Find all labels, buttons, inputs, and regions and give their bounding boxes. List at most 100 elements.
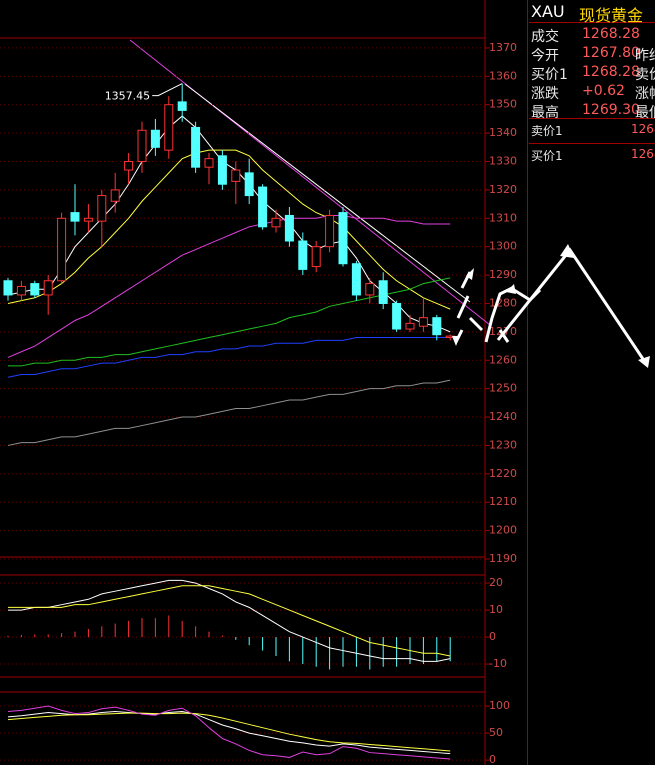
candle-body <box>70 212 80 222</box>
field-value: 1269.30 <box>582 102 640 118</box>
indicator-line <box>8 585 451 657</box>
book-label: 卖价1 <box>531 124 563 138</box>
candle-body <box>124 161 134 171</box>
y-tick-label: 1230 <box>489 438 517 451</box>
candle-body <box>432 317 442 336</box>
candle-body <box>164 104 174 151</box>
candle-body <box>217 155 227 185</box>
indicator-line <box>7 149 451 310</box>
y-tick-label: 1320 <box>489 183 517 196</box>
candle-body <box>244 172 254 197</box>
y-tick-label: -10 <box>489 657 507 670</box>
indicator-line <box>7 705 451 760</box>
y-tick-label: 20 <box>489 576 503 589</box>
candle-body <box>16 285 26 296</box>
candle-body <box>231 169 241 182</box>
candle-body <box>150 129 160 148</box>
indicator-line <box>7 337 451 378</box>
candle-body <box>110 189 120 202</box>
y-tick-label: 1310 <box>489 211 517 224</box>
symbol: XAU <box>531 2 565 21</box>
y-tick-label: 1200 <box>489 524 517 537</box>
trend-line <box>184 83 471 303</box>
field-label: 成交 <box>531 29 559 45</box>
candle-body <box>298 240 308 270</box>
candle-body <box>191 126 201 168</box>
y-tick-label: 1350 <box>489 98 517 111</box>
indicator-line <box>7 710 451 755</box>
candle-body <box>284 214 294 242</box>
y-tick-label: 1210 <box>489 495 517 508</box>
field-label: 涨幅 <box>635 86 655 102</box>
field-label: 最低 <box>635 105 655 121</box>
instrument-name: 现货黄金 <box>579 6 644 25</box>
indicator-line <box>7 379 451 446</box>
y-tick-label: 1240 <box>489 410 517 423</box>
divider <box>529 143 655 144</box>
indicator-line <box>7 214 451 358</box>
y-tick-label: 10 <box>489 603 503 616</box>
candle-body <box>445 335 455 339</box>
indicator-line <box>8 579 451 662</box>
candle-body <box>57 217 67 282</box>
annotation-leader <box>152 83 183 97</box>
candle-body <box>137 129 147 163</box>
candle-body <box>405 322 415 330</box>
y-tick-label: 0 <box>489 753 496 765</box>
field-value: 1268.28 <box>582 64 640 80</box>
candle-body <box>204 158 214 168</box>
y-tick-label: 1340 <box>489 126 517 139</box>
indicator-line <box>7 712 451 752</box>
field-value: 1268.28 <box>582 26 640 42</box>
y-tick-label: 1190 <box>489 552 517 565</box>
candle-body <box>258 186 268 228</box>
y-tick-label: 50 <box>489 726 503 739</box>
trend-line <box>129 39 491 326</box>
candle-body <box>3 280 13 296</box>
y-tick-label: 100 <box>489 699 510 712</box>
quote-header: XAU 现货黄金 <box>529 0 655 25</box>
indicator-line <box>7 115 451 333</box>
candle-body <box>177 101 187 111</box>
y-tick-label: 1250 <box>489 382 517 395</box>
candle-body <box>325 214 335 248</box>
y-tick-label: 1330 <box>489 155 517 168</box>
candle-body <box>418 317 428 327</box>
high-annotation: 1357.45 <box>105 90 151 103</box>
y-tick-label: 1220 <box>489 467 517 480</box>
candle-body <box>271 217 281 228</box>
quote-panel: XAU 现货黄金 成交1268.28今开1267.80昨结买价11268.28卖… <box>529 0 655 765</box>
candle-body <box>378 280 388 304</box>
candle-body <box>43 280 53 296</box>
y-tick-label: 1370 <box>489 41 517 54</box>
field-label: 今开 <box>531 48 559 64</box>
field-value: 1267.80 <box>582 45 640 61</box>
y-tick-label: 0 <box>489 630 496 643</box>
candle-body <box>311 246 321 268</box>
field-label: 最高 <box>531 105 559 121</box>
y-tick-label: 1360 <box>489 69 517 82</box>
candle-body <box>392 302 402 330</box>
candle-body <box>365 283 375 296</box>
divider <box>529 118 655 119</box>
y-tick-label: 1270 <box>489 325 517 338</box>
y-tick-label: 1260 <box>489 353 517 366</box>
candle-body <box>83 217 93 222</box>
field-label: 涨跌 <box>531 86 559 102</box>
book-value: 1268.28 <box>631 147 655 161</box>
field-value: +0.62 <box>582 83 625 99</box>
book-label: 买价1 <box>531 149 563 163</box>
book-value: 1268.28 <box>631 122 655 136</box>
y-tick-label: 1290 <box>489 268 517 281</box>
candle-body <box>97 195 107 222</box>
field-label: 买价1 <box>531 67 568 83</box>
indicator-line <box>8 277 451 367</box>
y-tick-label: 1300 <box>489 240 517 253</box>
candle-body <box>338 212 348 265</box>
chart-area: 1190 1200 1210 1220 1230 1240 1250 1260 1270 1280… <box>0 0 528 765</box>
field-label: 卖价 <box>635 67 655 83</box>
field-label: 昨结 <box>635 48 655 64</box>
y-tick-label: 1280 <box>489 296 517 309</box>
candle-body <box>30 283 40 296</box>
